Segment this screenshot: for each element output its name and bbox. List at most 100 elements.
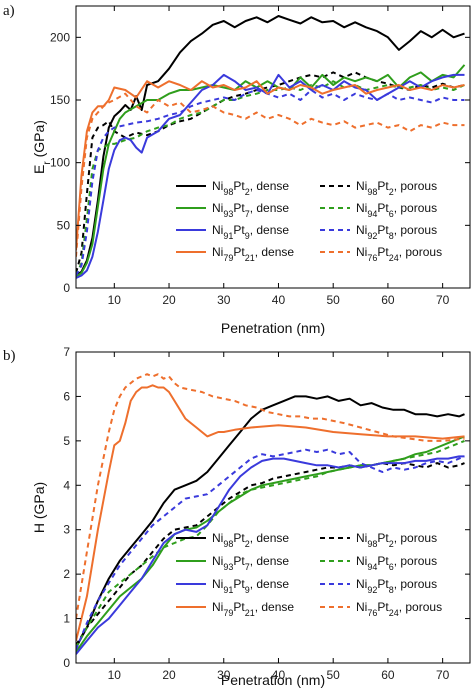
- legend-entry: Ni79Pt21, dense: [212, 245, 294, 263]
- x-axis-label: Penetration (nm): [221, 320, 325, 336]
- x-tick-label: 30: [217, 668, 231, 682]
- legend-entry: Ni98Pt2, dense: [212, 531, 289, 549]
- y-axis-label-unit: (GPa): [31, 120, 47, 161]
- series-line-91-dense: [76, 455, 465, 655]
- legend-el2: Pt: [233, 245, 245, 259]
- legend-desc: , porous: [399, 600, 442, 614]
- legend-entry: Ni92Pt8, porous: [356, 577, 437, 595]
- x-tick-label: 10: [108, 293, 122, 307]
- legend-entry: Ni79Pt21, dense: [212, 600, 294, 618]
- legend-entry: Ni93Pt7, dense: [212, 554, 289, 572]
- series-line-79-dense: [76, 80, 465, 251]
- legend-el1: Ni: [212, 600, 223, 614]
- panel-b: 10 20 30 40 50 60 70 0 1 2 3 4 5 6 7 Penetration (nm) H …: [3, 345, 471, 688]
- series-group: [76, 373, 465, 655]
- y-tick-label: 0: [63, 281, 70, 295]
- series-line-92-porous: [76, 89, 465, 276]
- y-axis-label: H (GPa): [31, 482, 47, 533]
- legend-el2: Pt: [377, 245, 389, 259]
- legend-desc: , dense: [250, 223, 290, 237]
- series-line-92-porous: [76, 448, 465, 651]
- series-line-93-dense: [76, 64, 466, 278]
- legend-sub2: 21: [245, 608, 255, 618]
- legend-sub2: 7: [245, 209, 250, 219]
- legend-sub2: 2: [389, 187, 394, 197]
- legend-entry: Ni93Pt7, dense: [212, 201, 289, 219]
- legend-desc: , porous: [394, 201, 437, 215]
- legend-entry: Ni92Pt8, porous: [356, 223, 437, 241]
- legend-sub2: 21: [245, 253, 255, 263]
- legend-sub1: 98: [367, 187, 377, 197]
- legend-sub2: 8: [389, 585, 394, 595]
- legend-sub2: 7: [245, 562, 250, 572]
- legend-sub2: 24: [389, 253, 399, 263]
- legend-sub1: 93: [223, 209, 233, 219]
- legend-el1: Ni: [356, 554, 367, 568]
- x-tick-label: 40: [272, 668, 286, 682]
- legend-sub1: 94: [367, 209, 377, 219]
- legend-desc: , porous: [394, 531, 437, 545]
- legend-el1: Ni: [356, 223, 367, 237]
- y-tick-label: 1: [63, 612, 70, 626]
- legend-sub2: 2: [245, 539, 250, 549]
- x-tick-label: 50: [327, 668, 341, 682]
- legend-el1: Ni: [212, 554, 223, 568]
- x-tick-label: 20: [162, 293, 176, 307]
- x-tick-label: 70: [436, 668, 450, 682]
- x-tick-label: 40: [272, 293, 286, 307]
- legend-entry: Ni91Pt9, dense: [212, 577, 289, 595]
- legend-entry: Ni76Pt24, porous: [356, 600, 442, 618]
- legend-entry: Ni91Pt9, dense: [212, 223, 289, 241]
- y-tick-label: 2: [63, 567, 70, 581]
- x-tick-label: 60: [381, 668, 395, 682]
- legend-sub2: 9: [245, 585, 250, 595]
- legend-el2: Pt: [377, 223, 389, 237]
- legend-el1: Ni: [212, 179, 223, 193]
- plot-frame: [75, 5, 471, 289]
- series-line-79-dense: [76, 384, 465, 642]
- legend-el2: Pt: [233, 577, 245, 591]
- legend-sub1: 98: [223, 539, 233, 549]
- panel-label: b): [3, 348, 16, 364]
- x-tick-label: 30: [217, 293, 231, 307]
- legend-el2: Pt: [377, 531, 389, 545]
- legend-el2: Pt: [233, 554, 245, 568]
- legend-sub2: 6: [389, 209, 394, 219]
- legend-entry: Ni94Pt6, porous: [356, 554, 437, 572]
- legend-sub1: 76: [367, 608, 377, 618]
- legend-sub1: 76: [367, 253, 377, 263]
- legend-entry: Ni94Pt6, porous: [356, 201, 437, 219]
- y-tick-label: 0: [63, 656, 70, 670]
- series-line-76-porous: [76, 92, 465, 257]
- legend-sub1: 98: [223, 187, 233, 197]
- legend-sub1: 79: [223, 253, 233, 263]
- legend-sub2: 9: [245, 231, 250, 241]
- legend-el1: Ni: [212, 531, 223, 545]
- x-axis-label: Penetration (nm): [221, 672, 325, 688]
- legend-sub1: 93: [223, 562, 233, 572]
- legend-el1: Ni: [356, 179, 367, 193]
- series-line-94-porous: [76, 439, 465, 648]
- y-tick-label: 6: [63, 389, 70, 403]
- series-line-98-dense: [76, 15, 465, 277]
- legend-entry: Ni76Pt24, porous: [356, 245, 442, 263]
- x-tick-label: 20: [162, 668, 176, 682]
- legend-el1: Ni: [212, 223, 223, 237]
- y-tick-label: 100: [50, 156, 70, 170]
- legend-desc: , dense: [250, 531, 290, 545]
- legend-desc: , dense: [250, 179, 290, 193]
- series-line-98-dense: [76, 395, 465, 648]
- legend-el2: Pt: [377, 577, 389, 591]
- legend-desc: , porous: [394, 554, 437, 568]
- legend-sub2: 2: [389, 539, 394, 549]
- legend-sub1: 92: [367, 231, 377, 241]
- legend-el2: Pt: [377, 179, 389, 193]
- legend-el2: Pt: [233, 600, 245, 614]
- legend-el2: Pt: [377, 600, 389, 614]
- panel-a: 10 20 30 40 50 60 70 0 50 100 150 200 Penetration (n…: [3, 3, 471, 336]
- y-tick-label: 7: [63, 345, 70, 359]
- x-tick-label: 50: [327, 293, 341, 307]
- legend-entry: Ni98Pt2, porous: [356, 179, 437, 197]
- legend-el1: Ni: [212, 245, 223, 259]
- legend-desc: , dense: [255, 600, 295, 614]
